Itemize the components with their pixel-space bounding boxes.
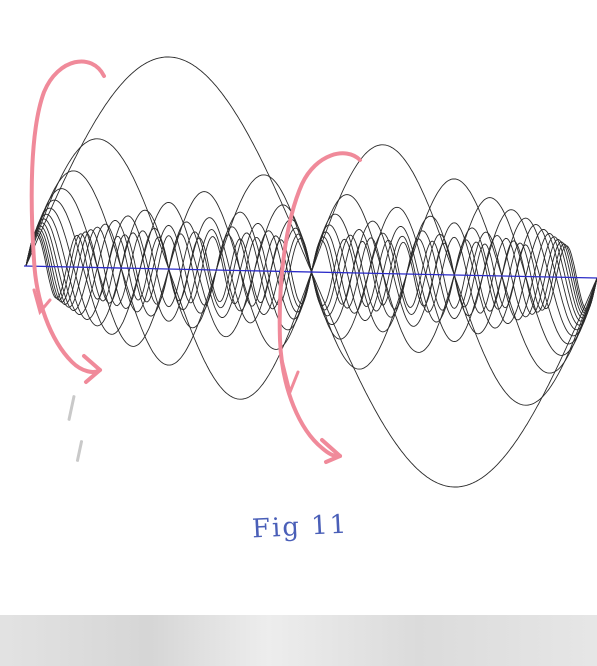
hand-drawn-arrows <box>29 59 362 464</box>
scan-edge-shadow <box>0 615 597 666</box>
right-curved-arrow <box>277 151 362 459</box>
left-arrow-head <box>82 354 102 384</box>
horizontal-axis <box>23 265 597 279</box>
right-arrow-tick <box>280 358 300 397</box>
left-arrow-tick <box>32 288 52 316</box>
figure-caption: Fig 11 <box>251 509 350 545</box>
left-curved-arrow <box>29 59 106 374</box>
right-arrow-head <box>320 438 342 464</box>
